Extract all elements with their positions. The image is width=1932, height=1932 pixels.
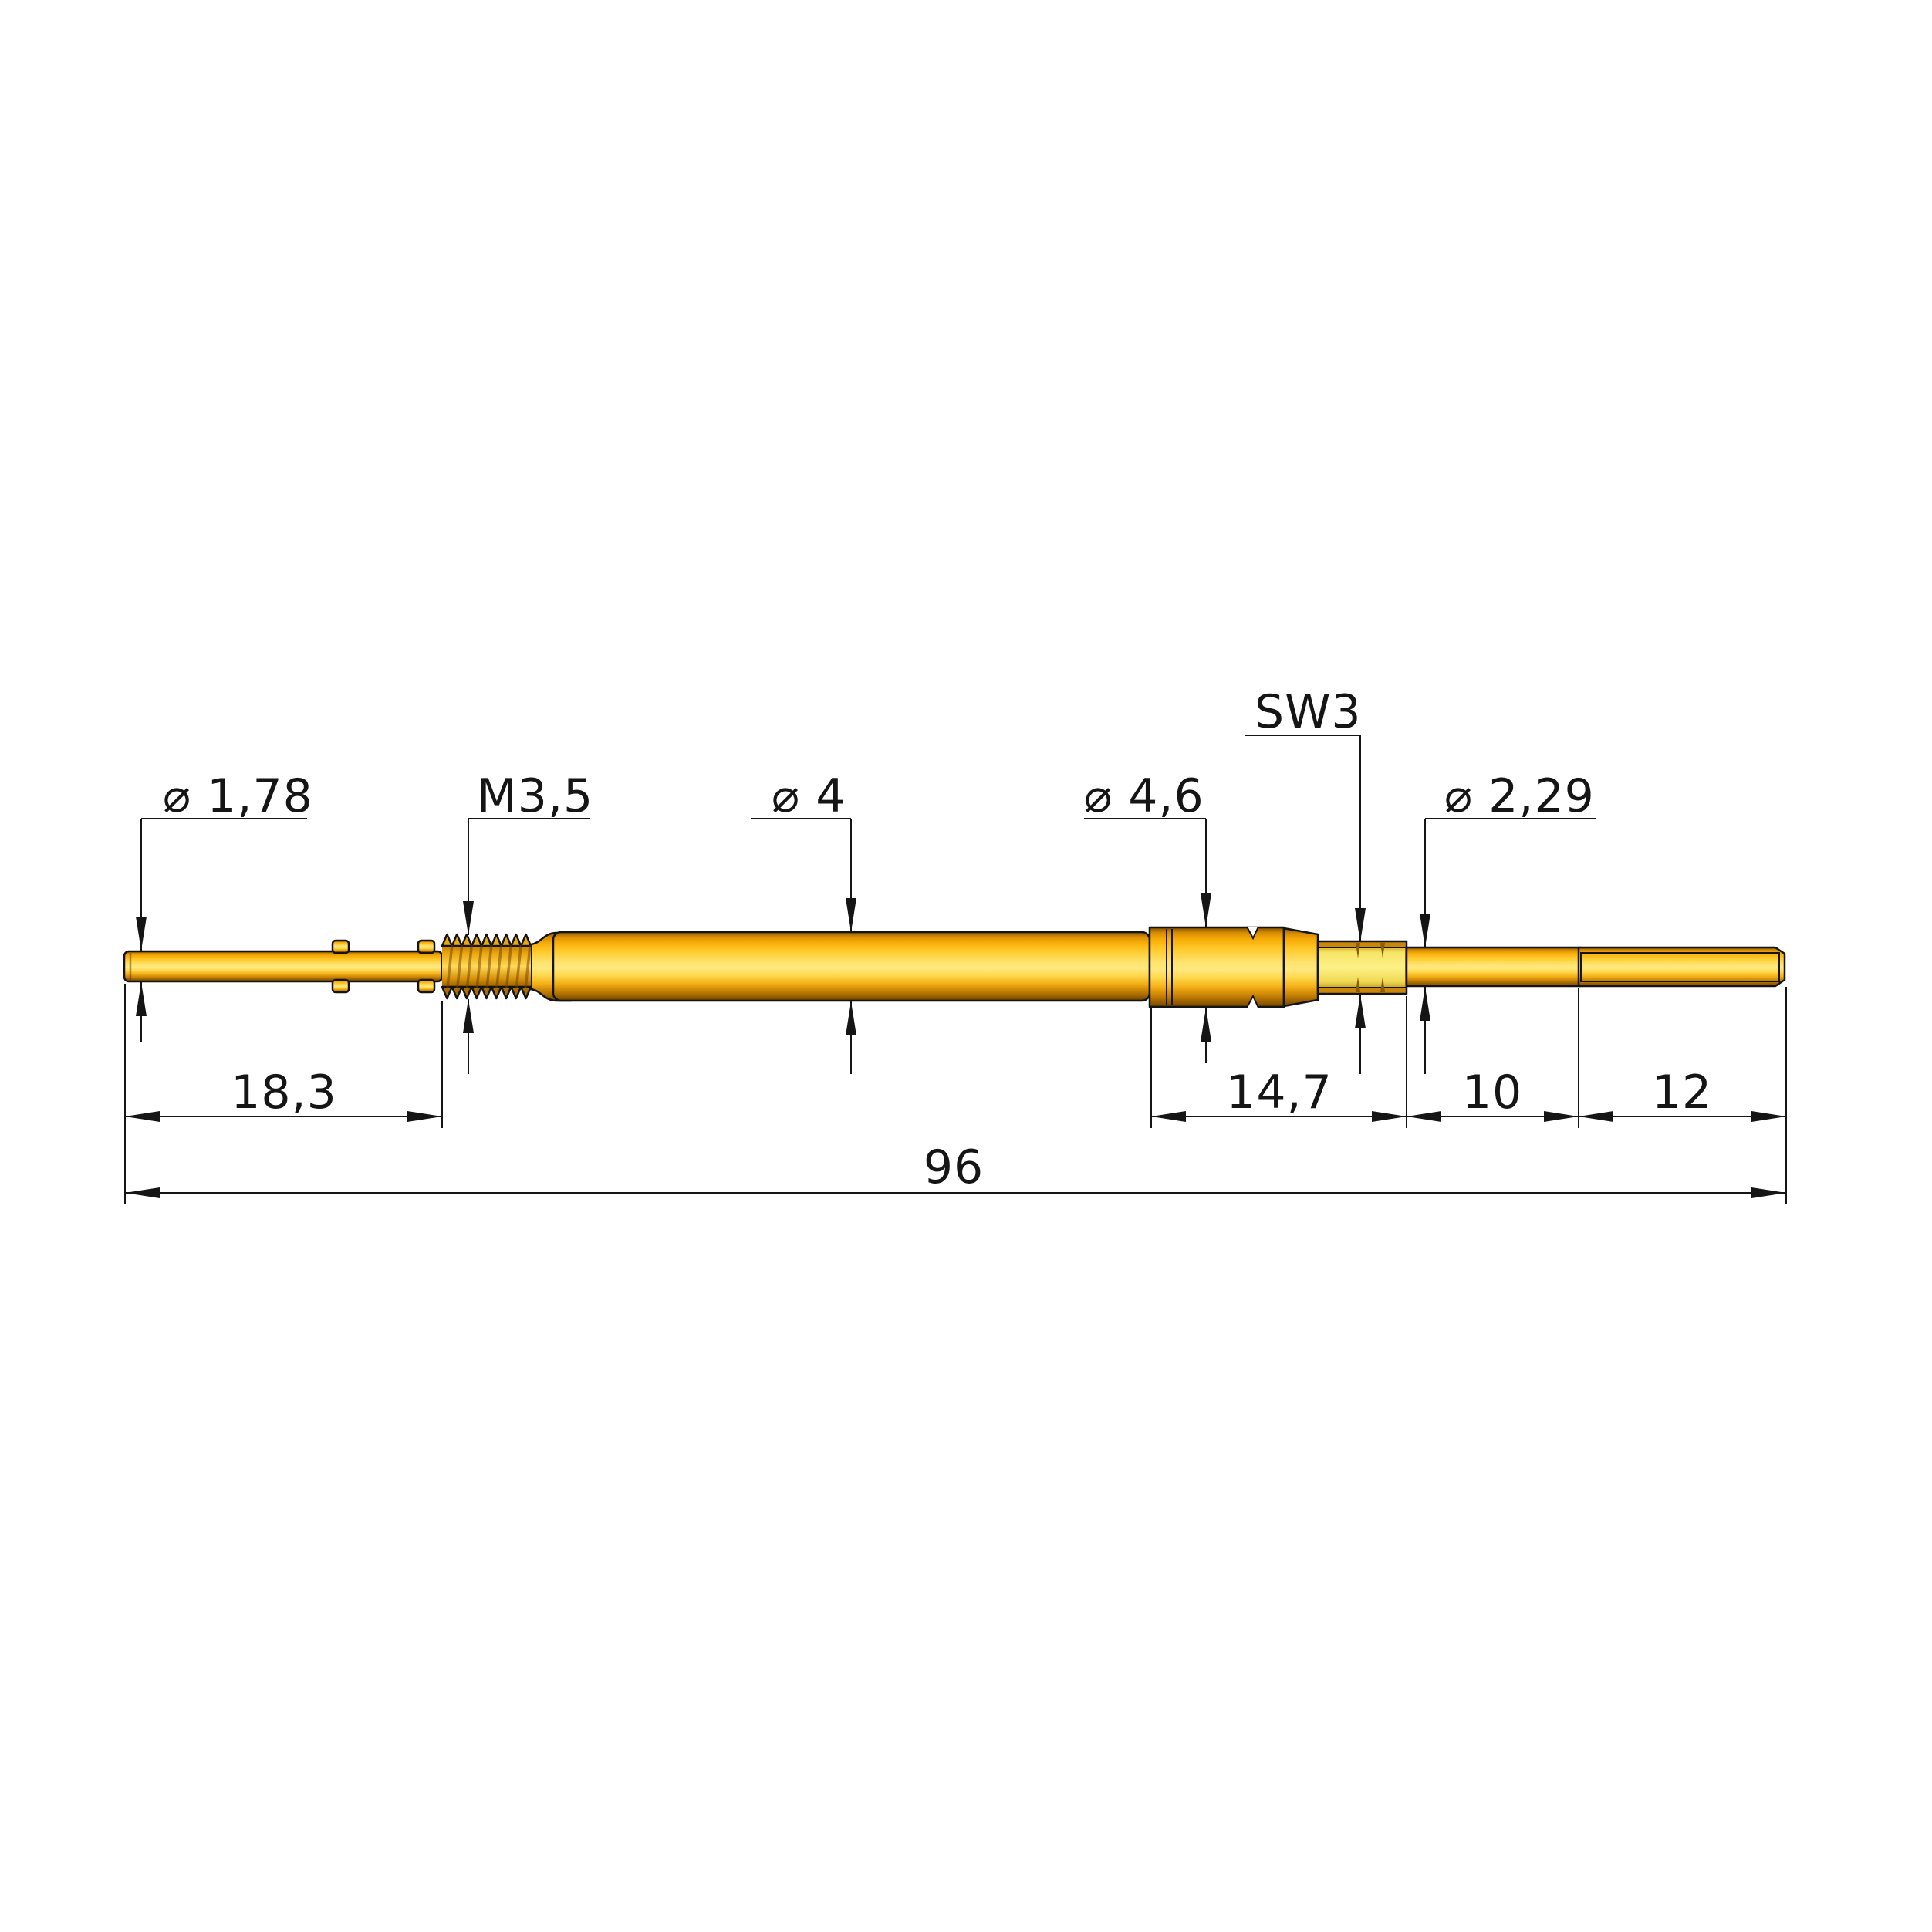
callout-leaders (136, 735, 1596, 1074)
dimension-lines (124, 984, 1787, 1204)
probe-collar (1148, 926, 1285, 1008)
thread-label: M3,5 (477, 769, 593, 823)
termination-flat (1577, 946, 1786, 988)
shaft-diameter-label: ⌀ 2,29 (1444, 769, 1595, 823)
hex-size-label: SW3 (1255, 685, 1362, 739)
probe-cone (1282, 927, 1319, 1008)
mid-section-dimension: 14,7 (1226, 1066, 1332, 1120)
pin-diameter-label: ⌀ 1,78 (163, 769, 313, 823)
flat-length-dimension: 12 (1652, 1066, 1712, 1120)
overall-length-dimension: 96 (924, 1140, 984, 1194)
barrel-diameter-label: ⌀ 4 (772, 769, 846, 823)
probe-barrel (552, 931, 1151, 1002)
probe-body (123, 926, 1786, 1008)
thread-m3-5 (441, 933, 532, 1000)
shaft-length-dimension: 10 (1462, 1066, 1522, 1120)
pin-length-dimension: 18,3 (231, 1066, 337, 1120)
collar-diameter-label: ⌀ 4,6 (1084, 769, 1204, 823)
probe-tip-pin (123, 939, 444, 994)
hex-flats (1316, 940, 1408, 995)
rear-shaft (1405, 946, 1582, 988)
